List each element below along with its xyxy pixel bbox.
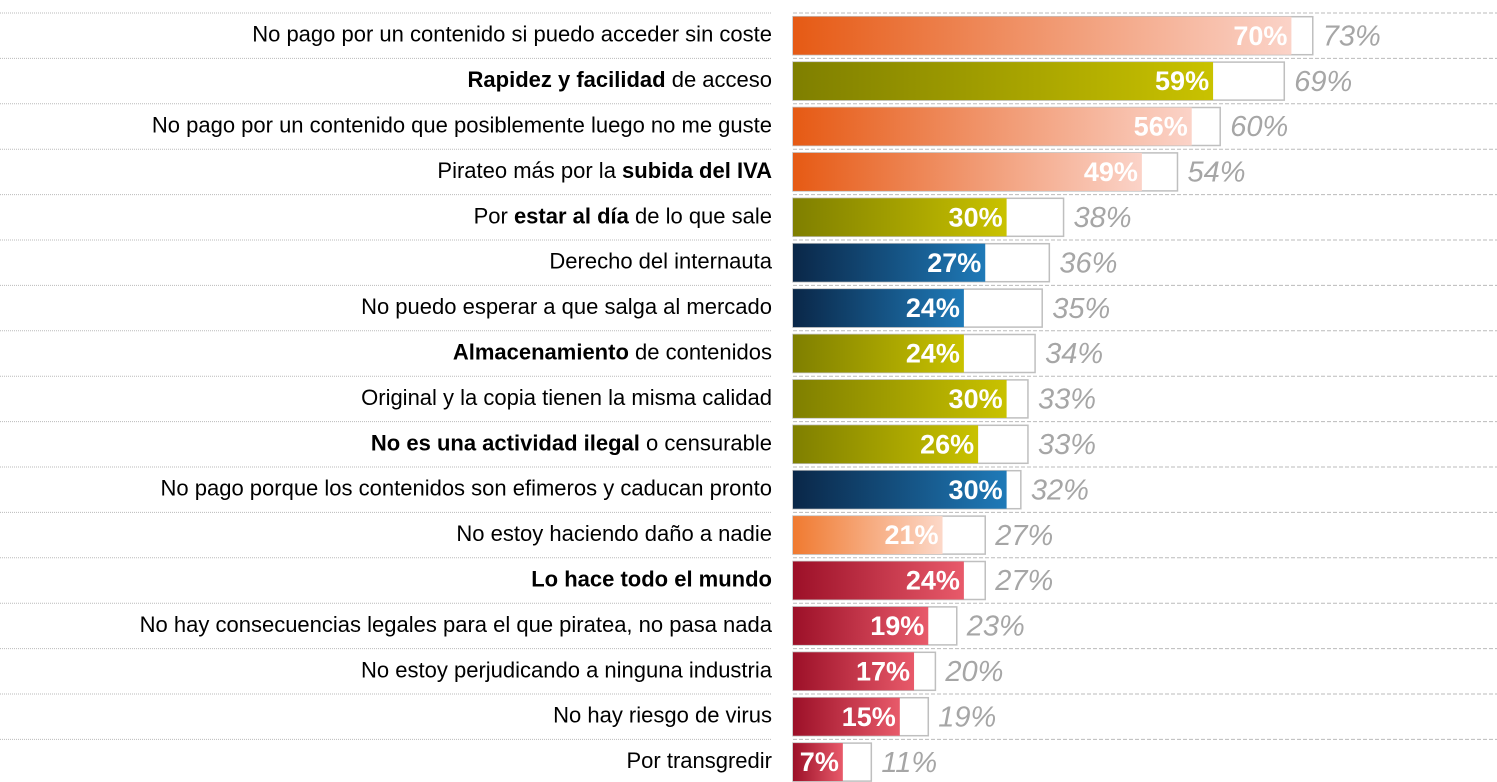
category-label: No hay consecuencias legales para el que… <box>140 612 773 637</box>
previous-value-label: 36% <box>1059 247 1117 279</box>
category-label: No estoy haciendo daño a nadie <box>456 521 772 546</box>
value-label: 24% <box>906 293 960 323</box>
category-label: Por transgredir <box>626 748 772 773</box>
bar <box>793 425 979 464</box>
previous-value-label: 19% <box>938 701 996 733</box>
previous-value-label: 69% <box>1294 66 1352 98</box>
bar <box>793 516 943 555</box>
bar <box>793 470 1007 509</box>
bar <box>793 289 964 328</box>
bar <box>793 743 843 782</box>
bar <box>793 16 1292 55</box>
bar <box>793 379 1007 418</box>
category-label: Original y la copia tienen la misma cali… <box>361 385 772 410</box>
value-label: 30% <box>949 384 1003 414</box>
value-label: 49% <box>1084 157 1138 187</box>
category-label: No pago por un contenido que posiblement… <box>152 112 772 137</box>
category-label: Almacenamiento de contenidos <box>453 339 772 364</box>
previous-value-label: 33% <box>1038 429 1096 461</box>
previous-value-label: 54% <box>1187 157 1245 189</box>
value-label: 21% <box>884 520 938 550</box>
bar <box>793 107 1192 146</box>
previous-value-label: 60% <box>1230 111 1288 143</box>
value-label: 30% <box>949 202 1003 232</box>
value-label: 7% <box>800 747 839 777</box>
bar <box>793 243 986 282</box>
category-label: No es una actividad ilegal o censurable <box>371 430 772 455</box>
category-label: No pago porque los contenidos son efimer… <box>161 476 773 501</box>
category-label: Pirateo más por la subida del IVA <box>437 158 772 183</box>
value-label: 15% <box>842 702 896 732</box>
value-label: 24% <box>906 566 960 596</box>
previous-value-label: 27% <box>994 520 1053 552</box>
value-label: 56% <box>1134 112 1188 142</box>
previous-value-label: 34% <box>1045 338 1103 370</box>
previous-value-label: 35% <box>1052 293 1110 325</box>
previous-value-label: 32% <box>1031 474 1089 506</box>
previous-value-label: 33% <box>1038 384 1096 416</box>
value-label: 27% <box>927 248 981 278</box>
category-label: No hay riesgo de virus <box>553 703 772 728</box>
category-label: Derecho del internauta <box>549 249 772 274</box>
bar <box>793 561 964 600</box>
category-label: Por estar al día de lo que sale <box>474 203 772 228</box>
category-label: Rapidez y facilidad de acceso <box>468 67 772 92</box>
category-label: No puedo esperar a que salga al mercado <box>361 294 772 319</box>
previous-value-label: 27% <box>994 565 1053 597</box>
previous-value-label: 20% <box>944 656 1003 688</box>
bar <box>793 606 929 645</box>
bar <box>793 152 1142 191</box>
bar <box>793 334 964 373</box>
value-label: 24% <box>906 339 960 369</box>
value-label: 59% <box>1155 66 1209 96</box>
bar <box>793 62 1214 101</box>
category-label: Lo hace todo el mundo <box>531 566 772 591</box>
category-label: No pago por un contenido si puedo accede… <box>252 22 772 47</box>
previous-value-label: 73% <box>1323 20 1381 52</box>
bar <box>793 198 1007 237</box>
value-label: 17% <box>856 656 910 686</box>
value-label: 19% <box>870 611 924 641</box>
previous-value-label: 23% <box>966 611 1025 643</box>
previous-value-label: 11% <box>881 747 937 779</box>
value-label: 70% <box>1233 21 1287 51</box>
bar <box>793 697 900 736</box>
value-label: 26% <box>920 429 974 459</box>
value-label: 30% <box>949 475 1003 505</box>
category-label: No estoy perjudicando a ninguna industri… <box>361 657 773 682</box>
previous-value-label: 38% <box>1074 202 1132 234</box>
bar <box>793 652 915 691</box>
